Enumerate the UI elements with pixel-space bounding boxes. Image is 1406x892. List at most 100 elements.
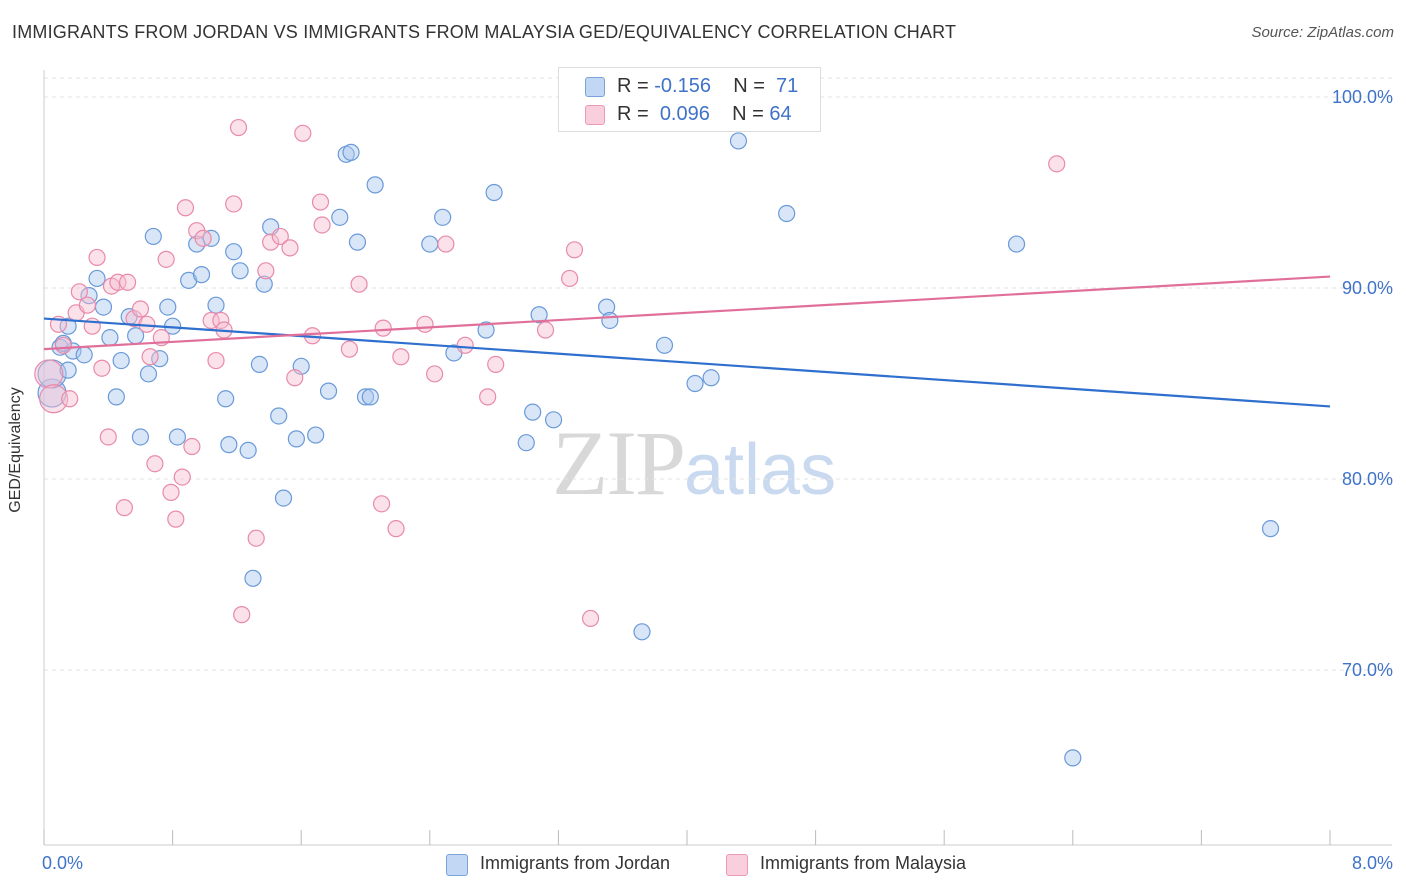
watermark-zip: ZIP xyxy=(552,412,686,514)
point-jordan-52 xyxy=(485,183,503,202)
point-jordan-51 xyxy=(477,321,495,339)
chart-title: IMMIGRANTS FROM JORDAN VS IMMIGRANTS FRO… xyxy=(12,22,957,42)
stats-legend: R = -0.156 N = 71 R = 0.096 N = 64 xyxy=(558,67,821,132)
point-jordan-67 xyxy=(1261,520,1280,538)
point-malaysia-61 xyxy=(565,241,584,259)
point-malaysia-4 xyxy=(61,390,79,408)
legend-swatch-jordan xyxy=(585,77,605,97)
point-malaysia-60 xyxy=(561,269,579,288)
point-jordan-53 xyxy=(517,434,535,452)
point-malaysia-38 xyxy=(257,262,275,280)
point-malaysia-42 xyxy=(286,369,304,387)
point-malaysia-0 xyxy=(34,359,64,389)
point-jordan-25 xyxy=(207,296,225,314)
point-jordan-49 xyxy=(434,208,452,226)
point-malaysia-43 xyxy=(294,124,312,142)
y-tick-label-1: 90.0% xyxy=(1342,278,1393,298)
point-jordan-64 xyxy=(778,204,796,223)
point-malaysia-14 xyxy=(115,499,133,517)
point-malaysia-13 xyxy=(109,273,127,291)
point-jordan-60 xyxy=(655,336,674,354)
point-malaysia-31 xyxy=(207,351,225,370)
point-jordan-36 xyxy=(274,489,293,507)
point-malaysia-47 xyxy=(340,340,359,358)
point-malaysia-56 xyxy=(456,336,474,354)
point-jordan-45 xyxy=(356,388,375,406)
legend-r-value-malaysia: 0.096 xyxy=(659,103,710,125)
point-malaysia-26 xyxy=(176,199,195,217)
point-jordan-43 xyxy=(342,143,360,161)
point-malaysia-3 xyxy=(54,336,72,354)
point-malaysia-25 xyxy=(173,468,191,486)
point-jordan-46 xyxy=(361,388,379,406)
point-malaysia-50 xyxy=(374,319,392,337)
legend-swatch-malaysia xyxy=(585,105,605,125)
point-jordan-61 xyxy=(686,374,704,393)
point-malaysia-62 xyxy=(581,609,600,628)
point-jordan-29 xyxy=(231,262,249,280)
y-tick-label-0: 100.0% xyxy=(1332,87,1393,107)
point-jordan-30 xyxy=(239,441,257,459)
source-label: Source: ZipAtlas.com xyxy=(1251,24,1394,41)
point-jordan-33 xyxy=(255,275,273,293)
point-malaysia-55 xyxy=(437,235,455,253)
point-malaysia-32 xyxy=(212,311,230,330)
point-malaysia-46 xyxy=(313,216,331,234)
point-jordan-35 xyxy=(270,407,288,425)
point-malaysia-23 xyxy=(162,483,180,501)
point-jordan-62 xyxy=(702,369,720,387)
watermark-atlas: atlas xyxy=(684,430,837,510)
point-jordan-39 xyxy=(307,426,325,444)
point-malaysia-9 xyxy=(88,248,106,267)
point-jordan-16 xyxy=(144,227,162,246)
legend-n-value-malaysia: 64 xyxy=(769,103,792,125)
point-jordan-14 xyxy=(131,428,150,446)
point-jordan-58 xyxy=(601,311,619,330)
point-jordan-41 xyxy=(331,208,349,226)
point-jordan-18 xyxy=(159,298,177,316)
point-malaysia-53 xyxy=(416,315,434,333)
point-malaysia-29 xyxy=(194,229,212,247)
point-jordan-7 xyxy=(88,269,106,288)
point-jordan-27 xyxy=(220,436,238,454)
point-jordan-23 xyxy=(192,266,211,284)
point-jordan-47 xyxy=(366,176,384,194)
point-jordan-63 xyxy=(729,132,748,150)
point-malaysia-15 xyxy=(118,273,137,291)
point-malaysia-59 xyxy=(536,321,555,339)
point-jordan-28 xyxy=(225,243,243,261)
legend-r-value-jordan: -0.156 xyxy=(654,75,711,97)
point-malaysia-48 xyxy=(350,275,368,293)
point-malaysia-34 xyxy=(225,195,243,213)
point-jordan-32 xyxy=(250,355,269,373)
point-malaysia-54 xyxy=(426,365,444,383)
point-malaysia-36 xyxy=(233,606,251,624)
point-jordan-22 xyxy=(188,235,206,253)
point-malaysia-35 xyxy=(229,118,248,137)
point-jordan-55 xyxy=(530,306,548,324)
point-jordan-11 xyxy=(112,351,130,370)
trend-line-malaysia xyxy=(43,275,1331,351)
bottom-legend-swatch-malaysia xyxy=(726,854,748,876)
legend-row-jordan: R = -0.156 N = 71 xyxy=(559,72,820,100)
point-malaysia-20 xyxy=(146,455,164,473)
legend-n-label-jordan: N = xyxy=(733,75,765,97)
point-malaysia-37 xyxy=(247,529,265,547)
point-malaysia-52 xyxy=(392,348,410,366)
point-jordan-9 xyxy=(101,329,119,347)
bottom-legend-label-malaysia: Immigrants from Malaysia xyxy=(760,853,967,873)
point-malaysia-39 xyxy=(262,233,280,251)
point-jordan-57 xyxy=(598,298,616,316)
legend-r-label-malaysia: R = xyxy=(617,103,649,125)
point-jordan-40 xyxy=(319,382,338,400)
point-jordan-65 xyxy=(1007,235,1026,253)
point-malaysia-22 xyxy=(157,250,175,268)
point-jordan-20 xyxy=(168,428,187,446)
point-jordan-31 xyxy=(244,569,262,587)
point-malaysia-24 xyxy=(167,510,185,528)
point-malaysia-63 xyxy=(1048,155,1066,173)
x-tick-label-right: 8.0% xyxy=(1352,853,1393,873)
legend-n-label-malaysia: N = xyxy=(732,103,764,125)
point-jordan-26 xyxy=(217,390,235,408)
